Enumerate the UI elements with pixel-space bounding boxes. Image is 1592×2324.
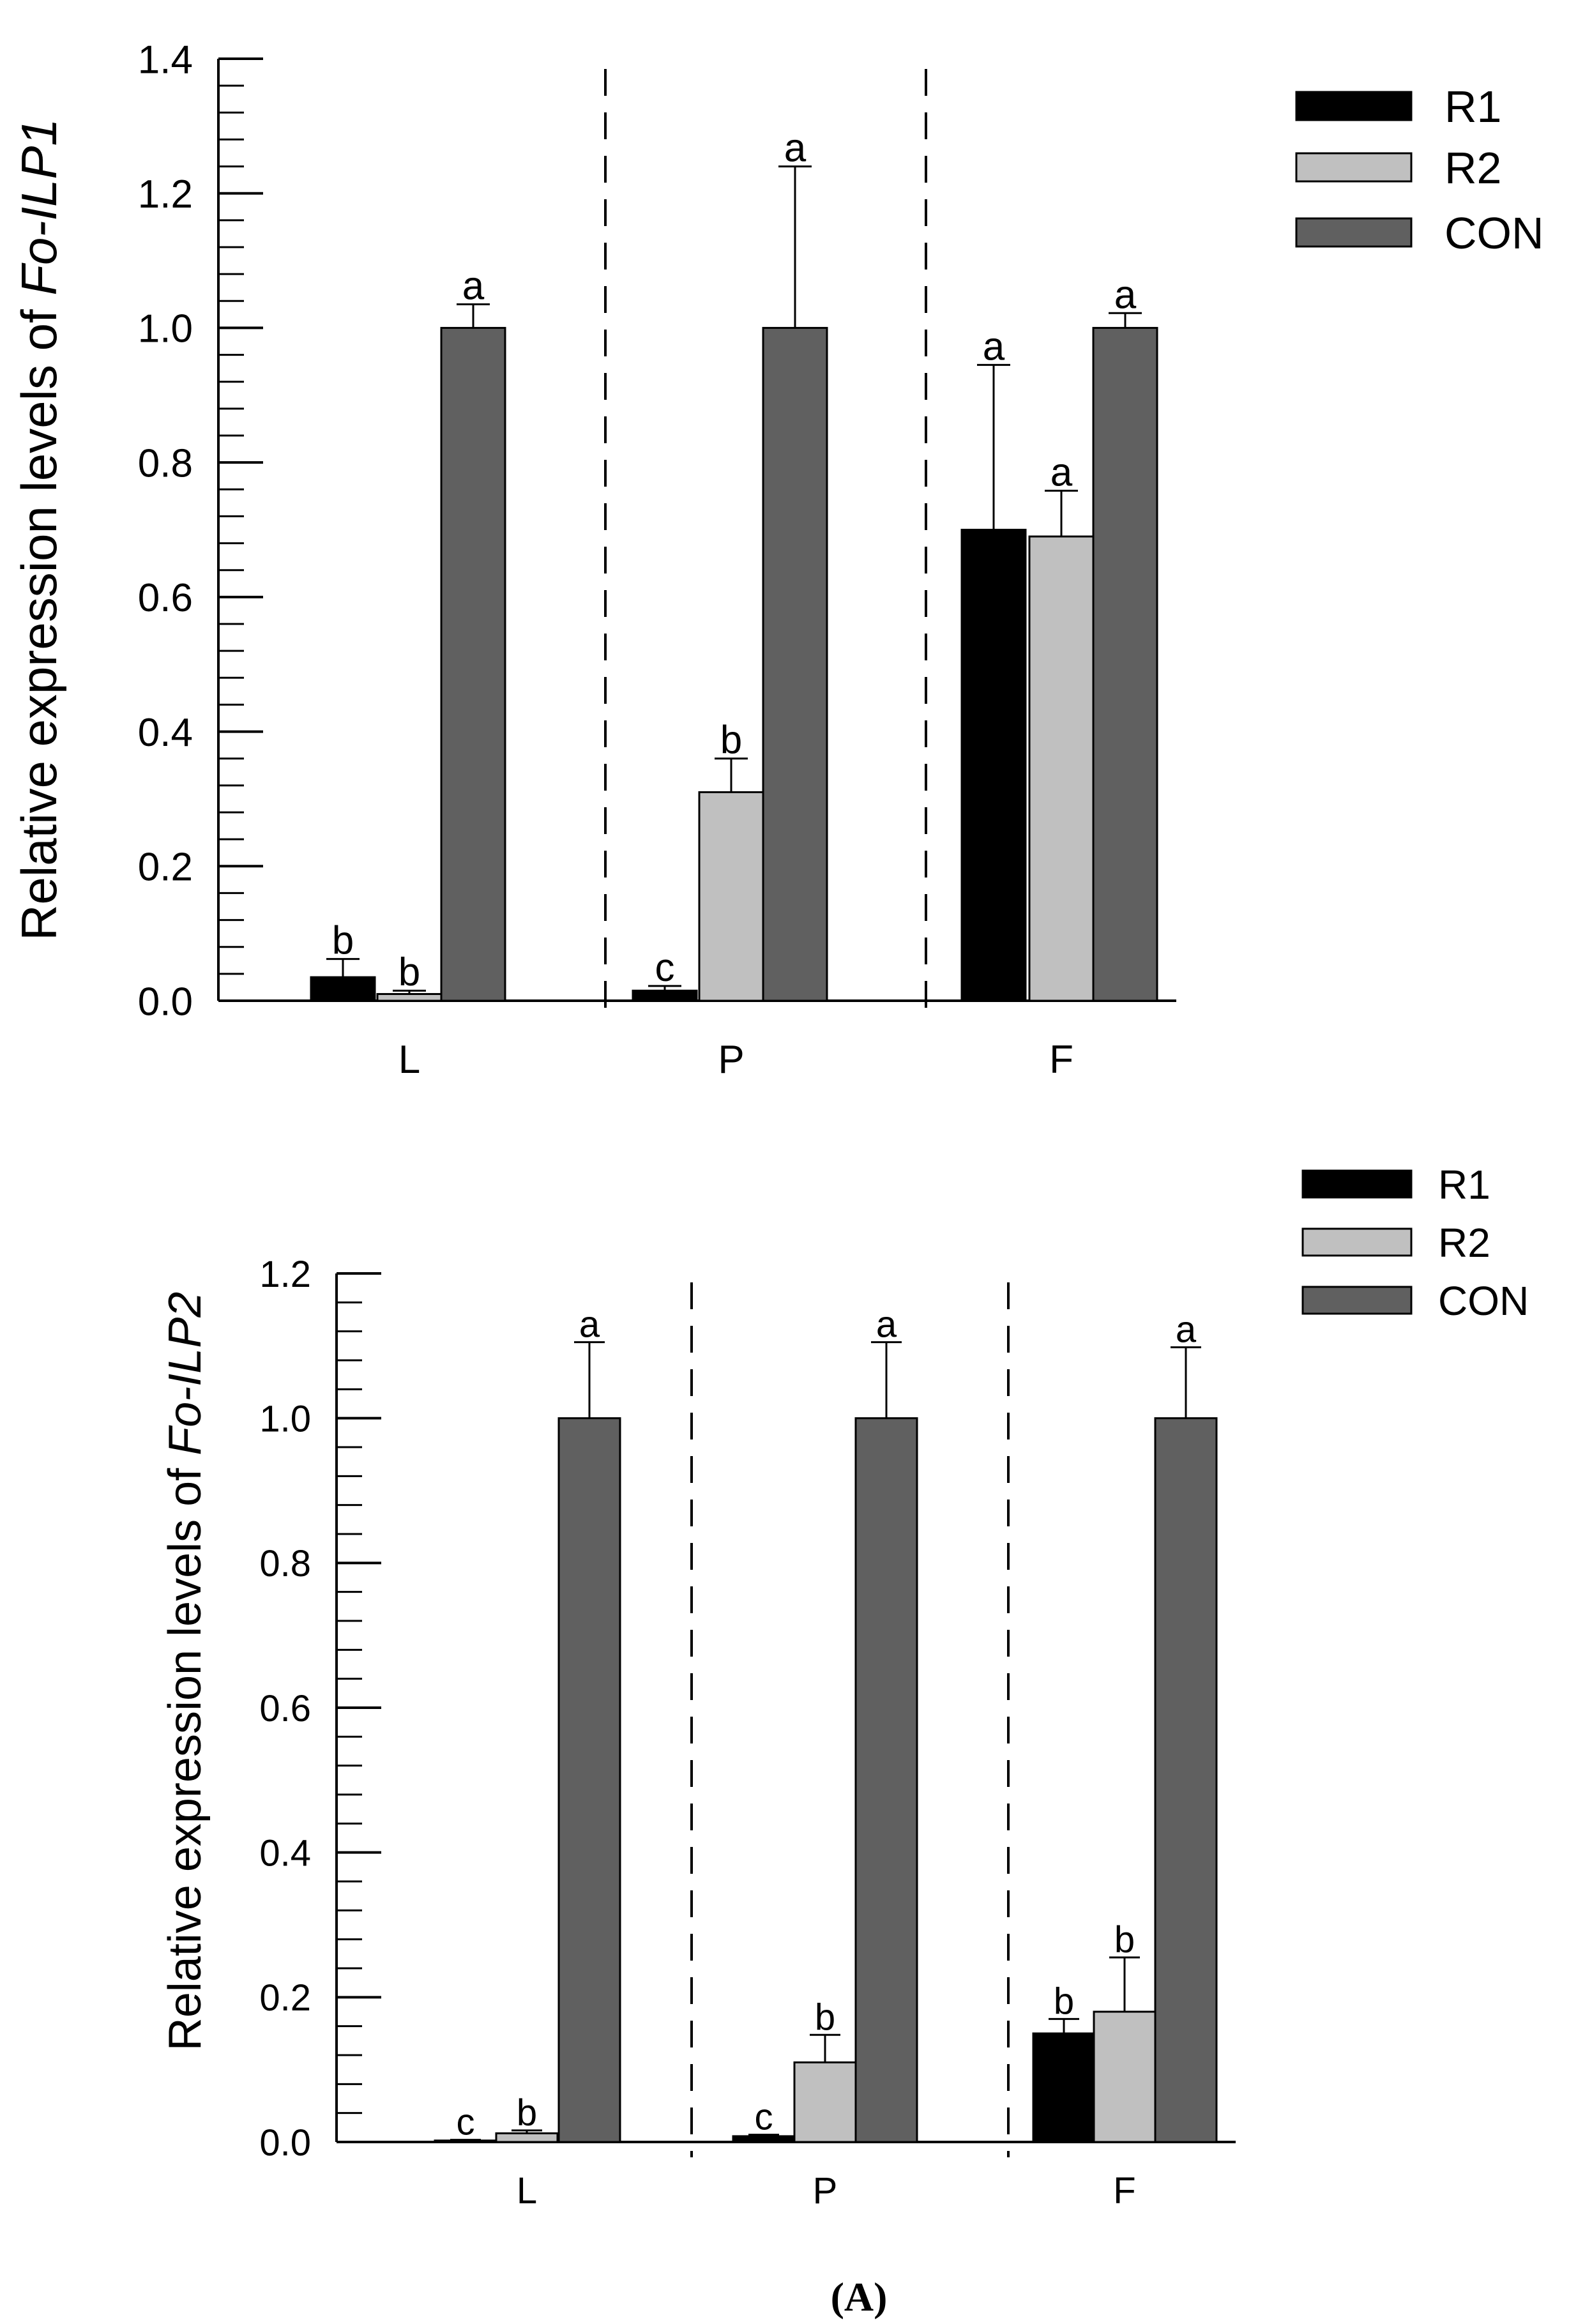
legend-label-r1: R1 (1444, 82, 1501, 132)
legend-label-r2: R2 (1444, 143, 1501, 193)
significance-letter: b (332, 919, 354, 963)
legend-label-con: CON (1438, 1278, 1529, 1324)
bar-r2-l (495, 2132, 559, 2143)
significance-letter: b (720, 718, 742, 763)
bar-r2-f (1093, 2010, 1156, 2143)
y-tick-label: 0.8 (138, 441, 193, 485)
y-axis-label-gene: Fo-ILP2 (160, 1292, 211, 1455)
bar-con-f (1154, 1417, 1218, 2143)
bar-r2-p (793, 2061, 857, 2143)
significance-letter: a (983, 324, 1005, 368)
legend-swatch-con (1295, 217, 1413, 248)
y-tick-label: 0.6 (259, 1688, 311, 1729)
y-tick-label: 1.2 (259, 1254, 311, 1295)
chart-fo-ilp1: 0.0 0.2 0.4 0.6 0.8 1.0 1.2 1.4 Relative express… (11, 38, 1544, 1082)
y-tick-label: 0.0 (259, 2122, 311, 2164)
legend-swatch-con (1301, 1286, 1413, 1315)
legend-label-con: CON (1444, 208, 1544, 258)
chart-fo-ilp2: 0.0 0.2 0.4 0.6 0.8 1.0 1.2 Relative expression… (160, 1162, 1529, 2212)
x-category-label: P (813, 2170, 838, 2212)
y-tick-label: 0.0 (138, 980, 193, 1024)
y-tick-label: 0.6 (138, 576, 193, 620)
significance-letter: b (1114, 1919, 1135, 1961)
x-category-label: F (1113, 2170, 1135, 2212)
bar-r1-p (632, 989, 698, 1002)
x-category-label: P (718, 1038, 744, 1082)
significance-letter: b (398, 950, 420, 994)
significance-letter: b (517, 2092, 537, 2134)
y-tick-label: 1.2 (138, 172, 193, 216)
legend-swatch-r1 (1295, 91, 1413, 121)
significance-letter: b (815, 1996, 835, 2038)
bar-con-l (440, 326, 506, 1002)
x-category-label: L (517, 2170, 537, 2212)
significance-letter: a (1176, 1309, 1197, 1351)
y-axis-label: Relative expression levels of Fo-ILP1 (11, 118, 67, 941)
y-axis-label-gene: Fo-ILP1 (11, 118, 67, 295)
y-tick-label: 1.4 (138, 38, 193, 82)
bar-r2-f (1028, 535, 1095, 1002)
y-tick-label: 0.4 (259, 1833, 311, 1874)
x-category-label: L (398, 1038, 420, 1082)
y-axis-label-prefix: Relative expression levels of (160, 1455, 211, 2051)
significance-letter: a (462, 264, 485, 308)
y-tick-label: 0.8 (259, 1543, 311, 1584)
significance-letter: c (755, 2097, 773, 2138)
significance-letter: c (655, 946, 675, 990)
legend-swatch-r2 (1301, 1227, 1413, 1257)
bar-con-f (1092, 326, 1158, 1002)
y-axis-label: Relative expression levels of Fo-ILP2 (160, 1292, 211, 2051)
significance-letter: c (457, 2102, 475, 2143)
x-category-label: F (1049, 1038, 1073, 1082)
y-tick-label: 0.2 (259, 1977, 311, 2019)
bar-con-p (762, 326, 828, 1002)
legend-swatch-r2 (1295, 152, 1413, 183)
bar-con-p (854, 1417, 918, 2143)
significance-letter: a (1050, 450, 1073, 494)
significance-letter: a (1114, 273, 1137, 317)
legend-swatch-r1 (1301, 1169, 1413, 1199)
y-tick-label: 0.4 (138, 711, 193, 755)
y-tick-label: 1.0 (259, 1399, 311, 1440)
significance-letter: a (876, 1304, 897, 1346)
bar-r1-f (960, 529, 1027, 1002)
legend-label-r2: R2 (1438, 1220, 1490, 1266)
y-tick-label: 1.0 (138, 307, 193, 351)
bar-r1-f (1032, 2032, 1096, 2143)
legend-label-r1: R1 (1438, 1162, 1490, 1208)
bar-con-l (557, 1417, 621, 2143)
bar-r2-p (698, 791, 764, 1002)
y-axis-label-prefix: Relative expression levels of (11, 296, 67, 941)
significance-letter: b (1054, 1980, 1074, 2022)
significance-letter: a (579, 1304, 600, 1346)
bar-r1-l (310, 976, 376, 1002)
y-tick-label: 0.2 (138, 846, 193, 890)
bar-r2-l (376, 992, 443, 1002)
figure-caption: (A) (831, 2274, 888, 2320)
significance-letter: a (784, 126, 807, 171)
